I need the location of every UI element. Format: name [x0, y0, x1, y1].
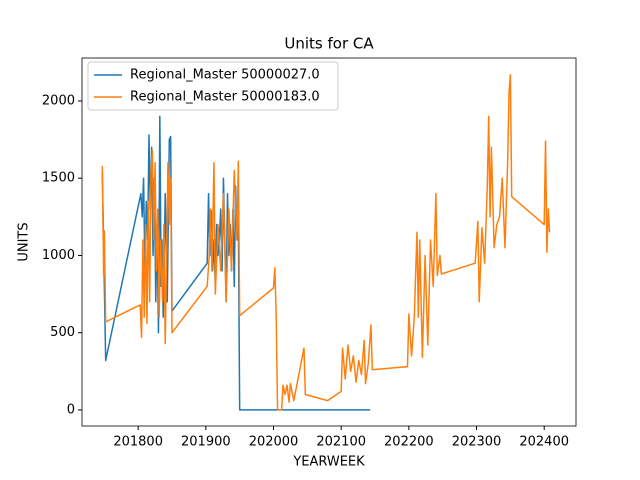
y-tick-label: 500 — [50, 325, 75, 340]
x-tick-label: 202000 — [249, 435, 299, 450]
y-axis-label: UNITS — [17, 222, 32, 261]
y-tick-label: 1000 — [42, 248, 75, 263]
x-tick-label: 202200 — [384, 435, 434, 450]
chart-title: Units for CA — [284, 35, 374, 53]
y-tick-label: 0 — [67, 402, 75, 417]
x-tick-label: 201900 — [181, 435, 231, 450]
x-tick-label: 202100 — [316, 435, 366, 450]
y-tick-label: 1500 — [42, 171, 75, 186]
legend-label: Regional_Master 50000027.0 — [130, 68, 320, 83]
x-tick-label: 202400 — [519, 435, 569, 450]
x-axis-label: YEARWEEK — [292, 455, 365, 470]
plot-frame — [81, 57, 577, 427]
legend-box — [87, 61, 339, 111]
x-tick-label: 201800 — [113, 435, 163, 450]
y-tick-label: 2000 — [42, 93, 75, 108]
series-line — [101, 73, 551, 411]
x-tick-label: 202300 — [452, 435, 502, 450]
legend-label: Regional_Master 50000183.0 — [130, 90, 320, 105]
